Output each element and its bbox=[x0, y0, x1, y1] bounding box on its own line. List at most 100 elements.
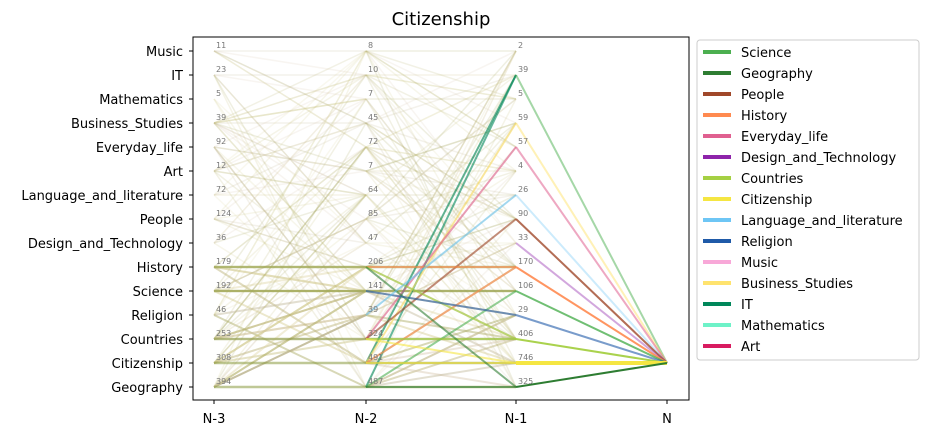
flow-line bbox=[213, 50, 367, 388]
flow-line bbox=[213, 50, 367, 316]
flow-line bbox=[213, 122, 367, 388]
count-label: 26 bbox=[518, 185, 528, 194]
flow-line bbox=[213, 170, 367, 388]
flow-line bbox=[213, 146, 367, 244]
flow-line bbox=[213, 194, 367, 364]
flow-line bbox=[515, 194, 668, 364]
flow-line bbox=[365, 74, 517, 364]
count-labels: 1123539921272124361791924625330839481074… bbox=[216, 41, 533, 386]
chart-title: Citizenship bbox=[392, 9, 491, 30]
flow-line bbox=[365, 170, 517, 196]
flow-line bbox=[365, 74, 517, 220]
flow-line bbox=[213, 74, 367, 124]
flow-line bbox=[213, 146, 367, 268]
y-tick-label: Art bbox=[164, 165, 183, 180]
flow-line bbox=[365, 74, 517, 124]
flow-line bbox=[213, 74, 367, 148]
flow-line bbox=[515, 146, 668, 364]
flow-line bbox=[213, 50, 367, 148]
flow-line bbox=[365, 74, 517, 268]
count-label: 8 bbox=[368, 41, 373, 50]
flow-line bbox=[365, 266, 517, 364]
count-label: 406 bbox=[518, 329, 533, 338]
flow-line bbox=[213, 290, 367, 340]
count-label: 206 bbox=[368, 257, 383, 266]
flow-line bbox=[213, 266, 367, 364]
count-label: 90 bbox=[518, 209, 528, 218]
flow-line bbox=[213, 74, 367, 172]
count-label: 45 bbox=[368, 113, 378, 122]
flow-line bbox=[213, 74, 367, 124]
flow-line bbox=[213, 122, 367, 172]
flow-line bbox=[365, 74, 517, 316]
legend-label: People bbox=[741, 88, 784, 103]
flow-line bbox=[365, 98, 517, 292]
count-label: 746 bbox=[518, 353, 533, 362]
count-label: 39 bbox=[518, 65, 528, 74]
y-axis: Music IT Mathematics Business_Studies Everyd… bbox=[21, 45, 193, 396]
flow-line bbox=[365, 74, 517, 148]
flow-line bbox=[365, 74, 517, 148]
flow-line bbox=[365, 50, 517, 220]
flow-line bbox=[213, 266, 367, 292]
legend-label: Science bbox=[741, 46, 791, 61]
flow-line bbox=[365, 98, 517, 292]
count-label: 7 bbox=[368, 161, 373, 170]
legend-box bbox=[696, 39, 920, 361]
flow-line bbox=[213, 218, 367, 340]
legend-label: Business_Studies bbox=[741, 277, 853, 292]
flow-line bbox=[213, 266, 367, 292]
legend-label: IT bbox=[741, 298, 753, 313]
flow-lines bbox=[213, 50, 668, 389]
flow-line bbox=[213, 146, 367, 172]
flow-line bbox=[213, 218, 367, 292]
flow-line bbox=[213, 290, 367, 364]
flow-line bbox=[213, 74, 367, 244]
flow-line bbox=[213, 314, 367, 340]
flow-line bbox=[213, 122, 367, 196]
count-label: 85 bbox=[368, 209, 378, 218]
flow-line bbox=[213, 50, 367, 76]
y-tick-label: Language_and_literature bbox=[21, 189, 183, 204]
flow-line bbox=[365, 194, 517, 316]
legend-label: Mathematics bbox=[741, 319, 825, 334]
flow-line bbox=[365, 122, 517, 292]
flow-line bbox=[365, 74, 517, 196]
flow-line bbox=[365, 146, 517, 268]
flow-line bbox=[365, 50, 517, 124]
count-label: 72 bbox=[216, 185, 226, 194]
count-label: 106 bbox=[518, 281, 533, 290]
flow-line bbox=[213, 98, 367, 220]
count-label: 5 bbox=[518, 89, 523, 98]
flow-line bbox=[213, 50, 367, 172]
x-tick-label: N-2 bbox=[355, 412, 378, 427]
count-label: 7 bbox=[368, 89, 373, 98]
count-label: 124 bbox=[216, 209, 231, 218]
flow-line bbox=[365, 74, 517, 100]
flow-line bbox=[213, 146, 367, 364]
flow-line bbox=[213, 50, 367, 148]
count-label: 179 bbox=[216, 257, 231, 266]
flow-line bbox=[515, 290, 668, 364]
count-label: 141 bbox=[368, 281, 383, 290]
legend-label: Everyday_life bbox=[741, 130, 828, 145]
flow-line bbox=[365, 146, 517, 340]
flow-line bbox=[213, 266, 367, 292]
count-label: 325 bbox=[518, 377, 533, 386]
flow-line bbox=[365, 98, 517, 220]
flow-line bbox=[365, 50, 517, 100]
flow-line bbox=[213, 194, 367, 220]
flow-line bbox=[213, 218, 367, 292]
y-tick-label: Citizenship bbox=[112, 357, 183, 372]
flow-line bbox=[213, 218, 367, 388]
count-label: 33 bbox=[518, 233, 528, 242]
flow-line bbox=[213, 74, 367, 244]
flow-line bbox=[365, 266, 517, 388]
flow-line bbox=[213, 218, 367, 244]
flow-line bbox=[213, 146, 367, 340]
flow-line bbox=[213, 98, 367, 364]
flow-line bbox=[365, 122, 517, 244]
count-label: 92 bbox=[216, 137, 226, 146]
count-label: 59 bbox=[518, 113, 528, 122]
flow-line bbox=[365, 50, 517, 172]
